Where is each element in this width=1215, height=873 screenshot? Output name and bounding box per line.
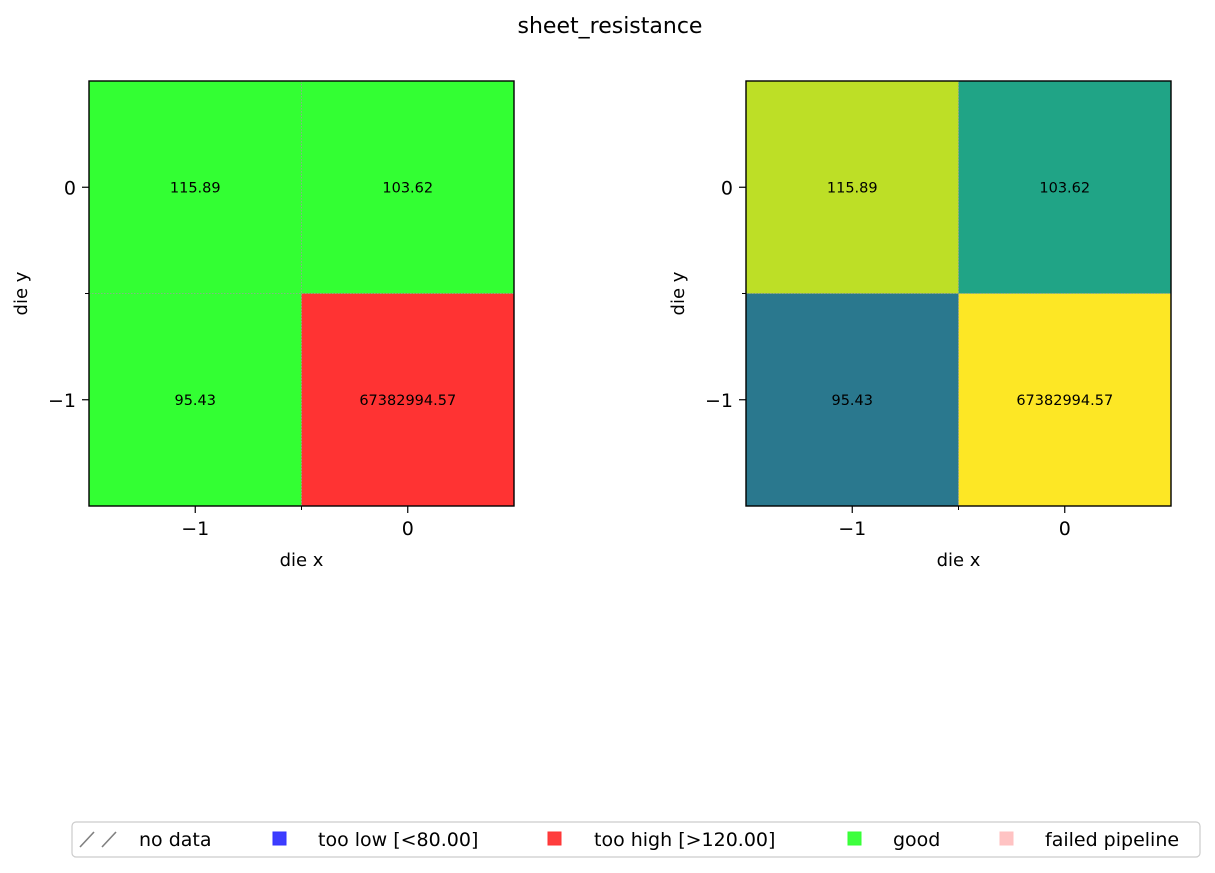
legend-square-marker [547, 831, 562, 846]
legend-square-marker [999, 831, 1014, 846]
legend-label: good [893, 829, 940, 851]
legend-item: too low [<80.00] [272, 829, 478, 851]
legend-square-marker [847, 831, 862, 846]
cell-value-label: 103.62 [1039, 180, 1090, 196]
x-tick-label: 0 [1059, 518, 1071, 540]
heatmap-cell [89, 293, 302, 506]
legend-item: good [847, 829, 940, 851]
cell-value-label: 115.89 [827, 180, 878, 196]
legend-item: too high [>120.00] [547, 829, 775, 851]
legend-item: failed pipeline [999, 829, 1179, 851]
x-tick-label: −1 [838, 518, 866, 540]
y-tick-label: −1 [705, 390, 733, 412]
y-tick-label: 0 [64, 177, 76, 199]
x-axis-label: die x [937, 550, 981, 571]
legend-frame [71, 821, 1201, 858]
legend-label: too high [>120.00] [594, 829, 775, 851]
legend-square-marker [272, 831, 287, 846]
legend-label: no data [139, 829, 212, 851]
x-tick-label: −1 [181, 518, 209, 540]
heatmap-cell [958, 81, 1171, 294]
y-tick-label: 0 [721, 177, 733, 199]
chart-title: sheet_resistance [518, 14, 703, 39]
heatmap-cell [746, 293, 959, 506]
legend: no data too low [<80.00] too high [>120.00… [71, 821, 1201, 858]
cell-value-label: 115.89 [170, 180, 221, 196]
legend-item: no data [79, 829, 212, 851]
heatmap-cell [89, 81, 302, 294]
y-axis-label: die y [11, 271, 32, 315]
cell-value-label: 67382994.57 [359, 393, 456, 409]
cell-value-label: 103.62 [382, 180, 433, 196]
legend-hatch-marker [101, 831, 117, 848]
cell-value-label: 95.43 [831, 393, 873, 409]
cell-value-label: 67382994.57 [1016, 393, 1113, 409]
legend-label: failed pipeline [1045, 829, 1179, 851]
legend-hatch-marker [79, 831, 95, 848]
heatmap-panel-2: 115.89 103.62 95.43 67382994.57 −1 0 0 −1 die x d… [668, 80, 1172, 571]
heatmap-panel-1: 115.89 103.62 95.43 67382994.57 −1 0 0 −1 die x d… [11, 80, 515, 571]
x-tick-label: 0 [402, 518, 414, 540]
heatmap-cell [301, 293, 514, 506]
y-tick-label: −1 [48, 390, 76, 412]
heatmap-cell [958, 293, 1171, 506]
cell-value-label: 95.43 [174, 393, 216, 409]
legend-label: too low [<80.00] [318, 829, 478, 851]
heatmap-cell [301, 81, 514, 294]
y-axis-label: die y [668, 271, 689, 315]
heatmap-cell [746, 81, 959, 294]
x-axis-label: die x [280, 550, 324, 571]
